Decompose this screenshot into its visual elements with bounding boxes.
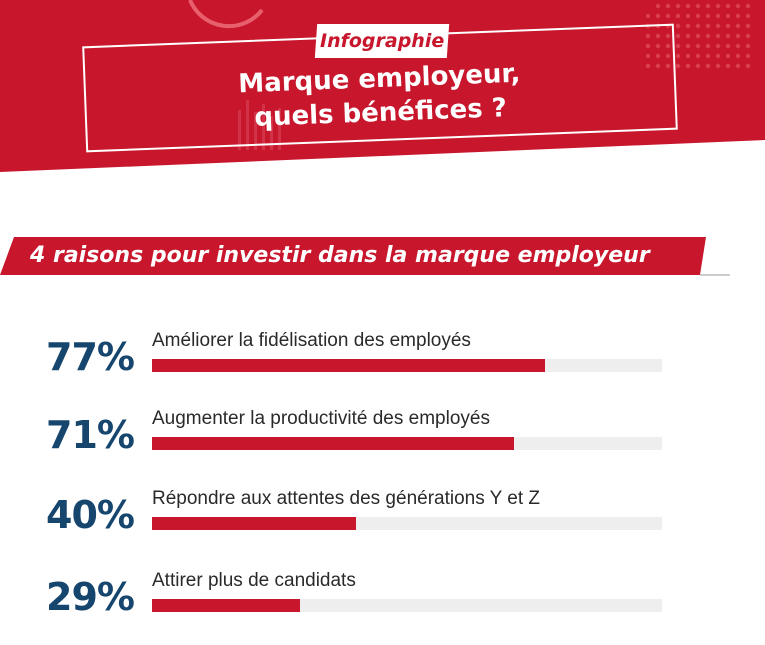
bar	[152, 437, 514, 450]
section-title: 4 raisons pour investir dans la marque e…	[30, 243, 650, 268]
category-label: Répondre aux attentes des générations Y …	[152, 488, 541, 509]
header-background	[0, 0, 765, 172]
tag-label: Infographie	[319, 30, 445, 52]
chart-row: 40% Répondre aux attentes des générations…	[0, 483, 765, 563]
bar	[152, 359, 545, 372]
bar	[152, 599, 300, 612]
percent-value-label: 77%	[46, 335, 135, 379]
bar	[152, 517, 356, 530]
decorative-bars	[238, 100, 281, 150]
banner-background	[0, 237, 730, 276]
chart-row: 29% Attirer plus de candidats	[0, 565, 765, 645]
section-banner	[0, 235, 765, 280]
category-label: Attirer plus de candidats	[152, 570, 356, 591]
decorative-arc	[188, 0, 264, 29]
bar-track	[152, 517, 662, 530]
decorative-dots	[645, 3, 751, 69]
infographie-tag: Infographie	[314, 24, 450, 58]
bar-track	[152, 599, 662, 612]
percent-value-label: 40%	[46, 493, 135, 537]
header-band: Infographie Marque employeur, quels béné…	[0, 0, 765, 175]
percent-value-label: 29%	[46, 575, 135, 619]
bar-track	[152, 359, 662, 372]
percent-value-label: 71%	[46, 413, 135, 457]
chart-row: 77% Améliorer la fidélisation des employé…	[0, 325, 765, 405]
category-label: Augmenter la productivité des employés	[152, 408, 490, 429]
bar-track	[152, 437, 662, 450]
category-label: Améliorer la fidélisation des employés	[152, 330, 471, 351]
chart-row: 71% Augmenter la productivité des employé…	[0, 403, 765, 483]
